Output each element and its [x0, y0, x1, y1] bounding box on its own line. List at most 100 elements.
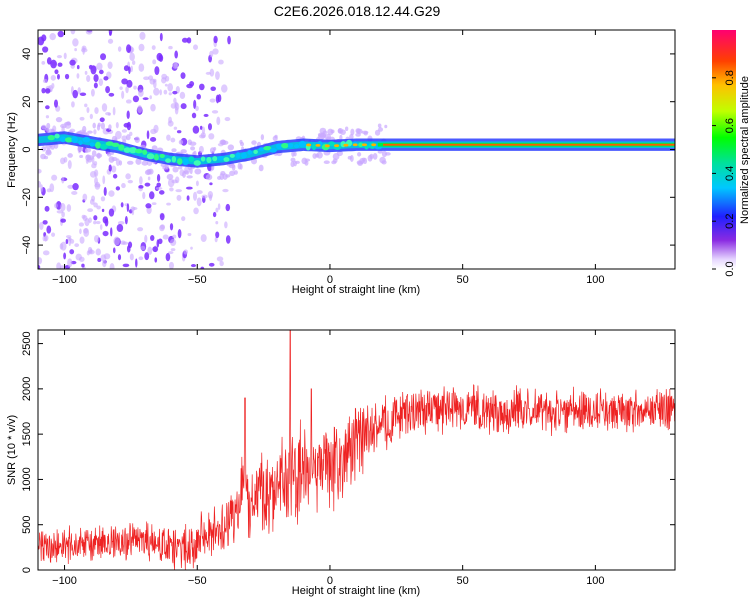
noise-blob: [121, 129, 127, 133]
noise-blob: [79, 236, 85, 244]
trend-blob: [89, 142, 95, 147]
halo-blob: [227, 144, 235, 151]
noise-blob: [215, 231, 220, 239]
trend-blob: [99, 143, 108, 150]
noise-blob: [67, 258, 73, 268]
noise-blob: [181, 37, 188, 43]
x-tick-label: −100: [52, 274, 77, 286]
halo-blob: [322, 130, 328, 135]
trend-blob: [95, 141, 101, 149]
noise-blob: [151, 202, 157, 206]
noise-blob: [49, 183, 55, 193]
noise-blob: [103, 186, 107, 196]
halo-blob: [304, 158, 311, 162]
noise-blob: [216, 256, 224, 262]
noise-blob: [147, 246, 153, 255]
noise-blob: [71, 191, 78, 195]
halo-blob: [357, 160, 363, 167]
noise-blob: [209, 182, 213, 186]
trend-blob: [123, 147, 131, 153]
halo-blob: [323, 160, 330, 165]
trend-blob: [142, 149, 148, 155]
noise-blob: [51, 232, 56, 237]
noise-blob: [77, 87, 81, 95]
noise-blob: [224, 221, 228, 229]
halo-blob: [229, 170, 236, 177]
colorbar: 0.0 0.2 0.4 0.6 0.8 Normalized spectral ampl…: [712, 30, 750, 277]
noise-blob: [64, 73, 70, 80]
noise-blob: [152, 59, 157, 65]
halo-blob: [381, 150, 388, 158]
colorbar-tick-label: 0.6: [724, 118, 736, 133]
noise-blob: [215, 220, 219, 225]
halo-blob: [141, 160, 149, 166]
x-tick-label: 50: [457, 575, 469, 587]
noise-blob: [67, 237, 72, 241]
noise-blob: [208, 133, 215, 140]
noise-blob: [193, 99, 197, 109]
halo-blob: [166, 173, 174, 180]
trend-blob: [71, 136, 78, 144]
halo-blob: [125, 134, 131, 141]
noise-blob: [152, 246, 159, 253]
noise-blob: [138, 185, 144, 189]
noise-blob: [93, 234, 100, 243]
halo-blob: [377, 150, 383, 154]
noise-blob: [179, 91, 186, 99]
noise-blob: [203, 113, 209, 118]
noise-blob: [51, 82, 55, 89]
noise-blob: [168, 45, 173, 50]
y-tick-label: 20: [21, 96, 33, 108]
noise-blob: [172, 90, 178, 95]
noise-blob: [44, 205, 50, 212]
noise-blob: [143, 76, 150, 81]
noise-blob: [112, 247, 116, 254]
noise-blob: [218, 59, 224, 65]
noise-blob: [57, 30, 65, 38]
noise-blob: [102, 230, 109, 237]
noise-blob: [138, 43, 145, 52]
noise-blob: [185, 186, 193, 190]
noise-blob: [100, 254, 107, 262]
halo-blob: [171, 148, 177, 153]
noise-blob: [108, 92, 115, 97]
x-tick-label: 100: [586, 575, 604, 587]
spectrogram-ticks: −100 −50 0 50 100 −40 −20 0 20 40: [21, 30, 675, 286]
noise-blob: [147, 176, 151, 181]
noise-blob: [149, 137, 157, 142]
noise-blob: [187, 233, 192, 237]
halo-blob: [86, 156, 93, 163]
noise-blob: [126, 44, 132, 53]
noise-blob: [154, 66, 160, 75]
noise-blob: [56, 210, 64, 214]
noise-blob: [191, 112, 197, 119]
halo-blob: [96, 124, 101, 131]
trend-band-inner: [38, 134, 675, 165]
noise-blob: [93, 129, 97, 135]
noise-blob: [46, 225, 52, 234]
colorbar-tick-label: 0.0: [724, 261, 736, 276]
noise-blob: [157, 238, 163, 245]
halo-blob: [349, 133, 354, 141]
x-tick-label: 0: [327, 274, 333, 286]
noise-blob: [40, 184, 44, 193]
noise-blob: [121, 90, 125, 99]
noise-blob: [149, 95, 152, 100]
noise-blob: [115, 186, 121, 191]
noise-blob: [125, 99, 132, 104]
noise-blob: [146, 130, 150, 140]
y-tick-label: 0: [21, 567, 33, 573]
noise-blob: [166, 202, 171, 206]
trend-blob: [247, 149, 253, 155]
noise-blob: [132, 60, 136, 65]
trend-blob: [146, 153, 155, 160]
trend-blob: [263, 145, 272, 151]
noise-blob: [123, 122, 131, 128]
noise-blob: [86, 106, 90, 114]
noise-blob: [115, 122, 119, 129]
noise-blob: [108, 190, 115, 197]
noise-blob: [83, 227, 90, 238]
noise-blob: [38, 168, 42, 174]
noise-blob: [110, 227, 113, 237]
noise-blob: [130, 65, 134, 73]
